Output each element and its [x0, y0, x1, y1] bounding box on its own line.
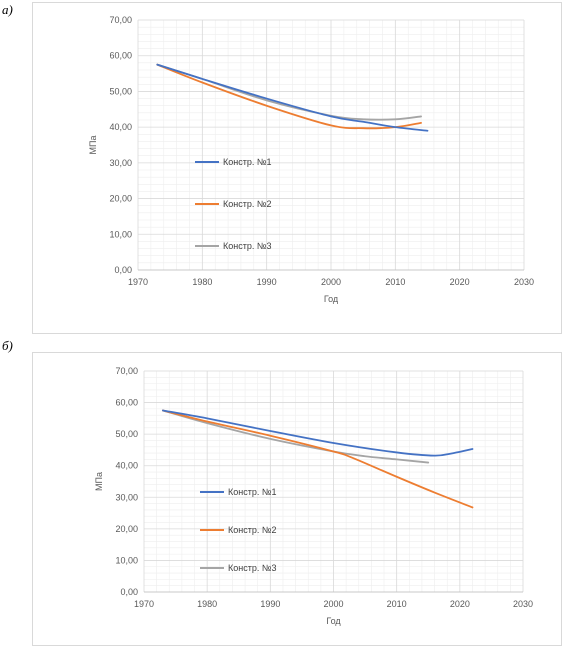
legend-label-2: Констр. №2: [223, 199, 272, 209]
y-tick-label: 30,00: [115, 492, 138, 502]
panel-label-b: б): [2, 338, 13, 353]
x-axis-title: Год: [324, 294, 339, 304]
chart-frame-a: 1970 1980 1990 2000 2010 2020 2030 0,00 10,00 20,…: [32, 2, 562, 334]
y-tick-label: 0,00: [114, 265, 132, 275]
y-tick-label: 50,00: [115, 429, 138, 439]
series-line-1: [156, 63, 429, 132]
chart-b-svg: 1970 1980 1990 2000 2010 2020 2030 0,00 10,00 20,…: [94, 366, 533, 626]
y-axis-title: МПа: [88, 136, 98, 155]
chart-frame-b: 1970 1980 1990 2000 2010 2020 2030 0,00 10,00 20,…: [32, 352, 562, 646]
x-tick-label: 1970: [128, 277, 148, 287]
legend-label-3: Констр. №3: [223, 241, 272, 251]
y-tick-label: 60,00: [109, 51, 132, 61]
x-tick-label: 2000: [321, 277, 341, 287]
x-tick-label: 1980: [192, 277, 212, 287]
y-tick-label: 50,00: [109, 86, 132, 96]
y-tick-label: 10,00: [109, 229, 132, 239]
y-tick-label: 10,00: [115, 555, 138, 565]
y-tick-label: 60,00: [115, 398, 138, 408]
x-tick-label: 1990: [260, 599, 280, 609]
series-line-2: [156, 63, 422, 130]
x-tick-label: 2020: [450, 277, 470, 287]
y-tick-label: 30,00: [109, 158, 132, 168]
x-tick-label: 2000: [323, 599, 343, 609]
y-tick-label: 40,00: [109, 122, 132, 132]
legend-label-3: Констр. №3: [228, 563, 277, 573]
x-tick-label: 1990: [257, 277, 277, 287]
legend-label-1: Констр. №1: [228, 487, 277, 497]
x-axis-title: Год: [326, 616, 341, 626]
x-tick-label: 2030: [514, 277, 534, 287]
y-tick-label: 70,00: [115, 366, 138, 376]
y-tick-label: 40,00: [115, 461, 138, 471]
x-tick-label: 2010: [387, 599, 407, 609]
major-gridlines: [143, 370, 524, 593]
y-tick-label: 0,00: [120, 587, 138, 597]
y-tick-label: 20,00: [109, 194, 132, 204]
y-axis-title: МПа: [94, 472, 104, 491]
major-gridlines: [137, 19, 525, 271]
x-tick-label: 1980: [197, 599, 217, 609]
panel-label-a: а): [2, 2, 13, 17]
x-tick-label: 2030: [513, 599, 533, 609]
y-tick-label: 20,00: [115, 524, 138, 534]
y-tick-label: 70,00: [109, 15, 132, 25]
x-tick-label: 1970: [134, 599, 154, 609]
legend-label-1: Констр. №1: [223, 157, 272, 167]
x-tick-label: 2020: [450, 599, 470, 609]
series-line-3: [156, 63, 422, 121]
chart-a-svg: 1970 1980 1990 2000 2010 2020 2030 0,00 10,00 20,…: [88, 15, 534, 304]
series-line-2: [162, 409, 474, 509]
legend-label-2: Констр. №2: [228, 525, 277, 535]
x-tick-label: 2010: [385, 277, 405, 287]
series-line-1: [162, 409, 474, 457]
